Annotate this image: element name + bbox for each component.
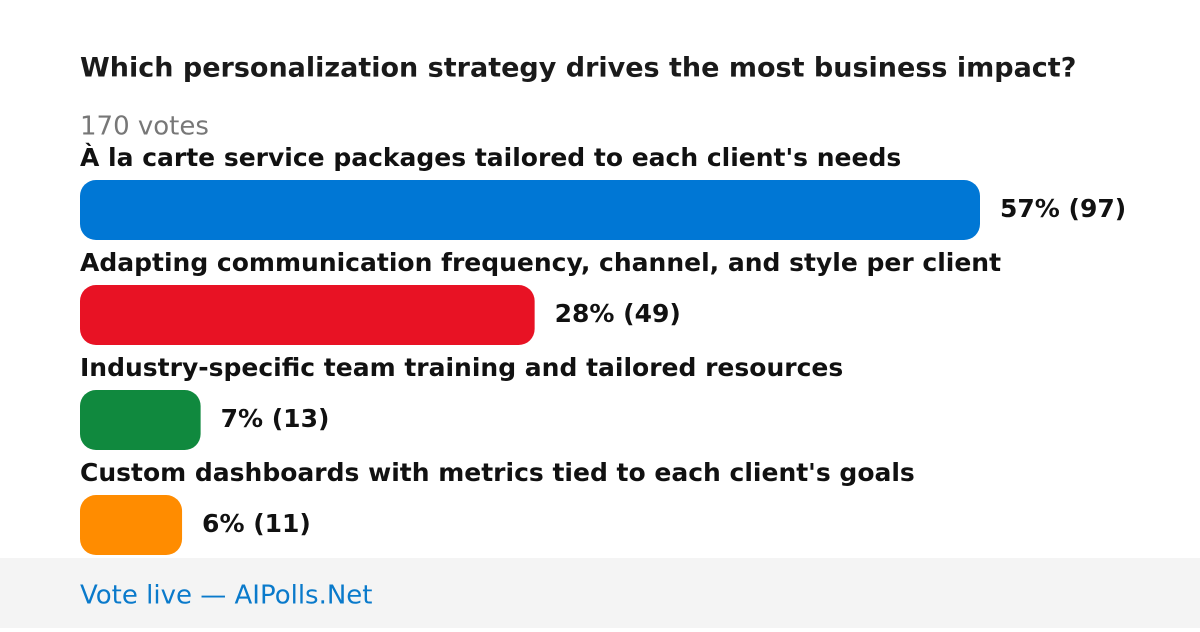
value-label: 57% (97) [1000,194,1126,223]
vote-total: 170 votes [80,112,209,142]
footer-link[interactable]: Vote live — AIPolls.Net [80,581,373,611]
bar [80,285,535,345]
bar [80,180,980,240]
bar [80,495,183,555]
option-label: À la carte service packages tailored to … [80,143,901,172]
value-label: 28% (49) [555,299,681,328]
bar [80,390,201,450]
option-label: Industry-specific team training and tail… [80,353,843,382]
chart-title: Which personalization strategy drives th… [80,53,1076,84]
footer-band [0,558,1200,628]
option-label: Adapting communication frequency, channe… [80,248,1001,277]
option-label: Custom dashboards with metrics tied to e… [80,458,915,487]
value-label: 6% (11) [202,509,311,538]
value-label: 7% (13) [221,404,330,433]
